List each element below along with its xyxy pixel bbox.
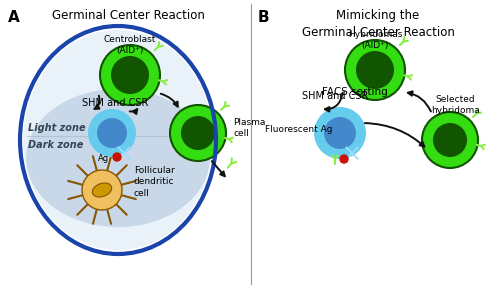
Text: Germinal Center Reaction: Germinal Center Reaction — [52, 9, 204, 22]
Text: Plasma
cell: Plasma cell — [233, 118, 266, 138]
Circle shape — [345, 40, 405, 100]
Ellipse shape — [92, 183, 112, 197]
Text: Light zone: Light zone — [28, 123, 86, 133]
Circle shape — [111, 56, 149, 94]
Ellipse shape — [20, 26, 216, 254]
Text: Centroblast
(AID⁺): Centroblast (AID⁺) — [104, 35, 156, 55]
Circle shape — [356, 51, 394, 89]
Circle shape — [113, 153, 121, 161]
Circle shape — [340, 155, 348, 163]
Text: Fluorescent Ag: Fluorescent Ag — [265, 126, 332, 134]
Text: B: B — [258, 10, 270, 25]
Circle shape — [170, 105, 226, 161]
Text: Mimicking the
Germinal Center Reaction: Mimicking the Germinal Center Reaction — [302, 9, 454, 39]
Circle shape — [100, 45, 160, 105]
Circle shape — [324, 117, 356, 149]
Circle shape — [181, 116, 215, 150]
Circle shape — [88, 109, 136, 157]
Text: Hybridomas
(AID⁺): Hybridomas (AID⁺) — [348, 30, 402, 50]
Text: A: A — [8, 10, 20, 25]
Text: Selected
hybridoma: Selected hybridoma — [430, 95, 480, 115]
Text: SHM and CSR: SHM and CSR — [82, 98, 148, 108]
Text: Follicular
dendritic
cell: Follicular dendritic cell — [134, 166, 175, 198]
Circle shape — [433, 123, 467, 157]
Circle shape — [97, 118, 127, 148]
Text: SHM and CSR: SHM and CSR — [302, 91, 368, 101]
Circle shape — [314, 107, 366, 159]
Text: Dark zone: Dark zone — [28, 140, 84, 150]
Text: FACS sorting: FACS sorting — [322, 87, 388, 97]
Ellipse shape — [24, 31, 212, 249]
Circle shape — [422, 112, 478, 168]
Text: Ag: Ag — [98, 154, 110, 163]
Ellipse shape — [27, 90, 209, 226]
Circle shape — [82, 170, 122, 210]
